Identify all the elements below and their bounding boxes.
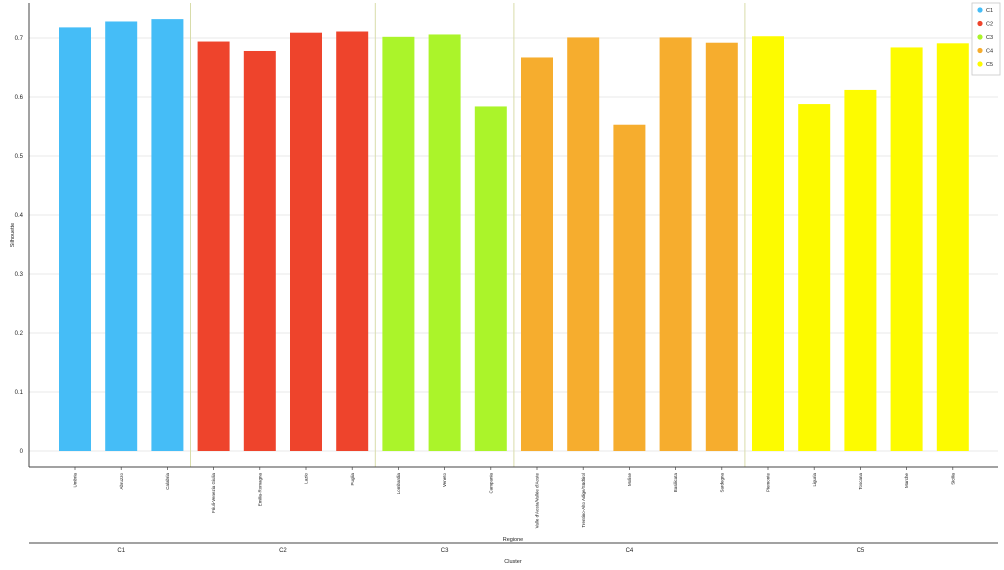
bar-piemonte [752, 36, 784, 451]
cluster-label: C3 [441, 548, 449, 554]
bar-basilicata [659, 37, 692, 451]
bar-marche [890, 47, 923, 451]
legend-marker [977, 20, 983, 27]
y-tick-labels: 0 0.1 0.2 0.3 0.4 0.5 0.6 0.7 [15, 36, 24, 455]
x-tick-label: Puglia [350, 473, 355, 486]
x-tick-label: Piemonte [766, 473, 771, 493]
bar-campania [474, 106, 507, 451]
x-tick-label: Liguria [812, 473, 817, 487]
x-tick-label: Umbria [73, 473, 78, 488]
bar-friuli-venezia-giulia [197, 41, 230, 451]
bar-lombardia [382, 36, 415, 451]
y-tick-label: 0.5 [15, 154, 24, 160]
y-tick-label: 0 [20, 449, 24, 455]
y-tick-label: 0.3 [15, 272, 24, 278]
legend-label: C3 [986, 35, 993, 41]
legend-label: C2 [986, 22, 993, 28]
bar-lazio [290, 32, 322, 451]
bar-liguria [798, 104, 831, 451]
legend-marker [977, 47, 983, 54]
y-tick-label: 0.1 [15, 390, 24, 396]
x-tick-label: Calabria [165, 473, 170, 490]
bar-puglia [336, 31, 369, 451]
axes [28, 3, 998, 544]
bar-sicilia [936, 43, 969, 452]
legend-box [971, 2, 1001, 76]
cluster-labels: C1 C2 C3 C4 C5 [117, 548, 865, 554]
cluster-separators [190, 3, 746, 467]
y-axis-title: Silhouette [10, 223, 16, 247]
y-tick-label: 0.7 [15, 36, 24, 42]
bar-toscana [844, 89, 877, 452]
x-tick-label: Basilicata [673, 473, 678, 493]
bar-emilia-romagna [243, 50, 276, 451]
x-tick-label: Toscana [858, 473, 863, 490]
bar-trentino-alto-adige-s-dtirol [567, 37, 600, 451]
legend-marker [977, 61, 983, 67]
x-tick-label: Veneto [442, 473, 447, 488]
legend-marker [977, 7, 983, 13]
legend-label: C1 [986, 8, 993, 14]
cluster-axis-title: Cluster [504, 559, 522, 565]
x-tick-label: Friuli-Venezia Giulia [211, 473, 216, 514]
bar-calabria [151, 19, 184, 452]
x-tick-label: Sicilia [950, 473, 955, 485]
y-tick-label: 0.6 [15, 95, 24, 101]
y-tick-label: 0.4 [15, 213, 24, 219]
x-tick-label: Sardegna [719, 473, 724, 493]
x-tick-label: Lazio [304, 473, 309, 484]
cluster-label: C5 [857, 548, 865, 554]
bar-molise [613, 124, 646, 451]
cluster-label: C4 [626, 548, 634, 554]
bar-veneto [428, 34, 461, 452]
cluster-label: C1 [117, 548, 125, 554]
x-tick-label: Lombardia [396, 473, 401, 495]
x-tick-label: Valle d'Aosta/Vallée d'Aoste [535, 473, 540, 529]
bars [59, 19, 969, 452]
x-tick-label: Campania [488, 473, 493, 494]
x-tick-label: Trentino-Alto Adige/Südtirol [581, 473, 586, 528]
y-tick-label: 0.2 [15, 331, 24, 337]
x-tick-label: Marche [904, 473, 909, 489]
bar-umbria [59, 27, 91, 451]
cluster-label: C2 [279, 548, 287, 554]
legend-label: C4 [986, 49, 993, 55]
x-axis-title: Regione [503, 537, 524, 543]
legend-label: C5 [986, 62, 993, 68]
bar-sardegna [705, 42, 738, 451]
bar-abruzzo [105, 21, 138, 451]
x-tick-labels: Umbria Abruzzo Calabria Friuli-Venezia Giul… [73, 467, 955, 529]
x-tick-label: Abruzzo [119, 473, 124, 490]
legend-marker [977, 34, 983, 40]
x-tick-label: Emilia-Romagna [257, 473, 262, 507]
bar-valle-d-aosta-vall-e-d-aoste [521, 57, 553, 451]
x-tick-label: Molise [627, 473, 632, 487]
legend: C1 C2 C3 C4 C5 [971, 2, 1001, 76]
